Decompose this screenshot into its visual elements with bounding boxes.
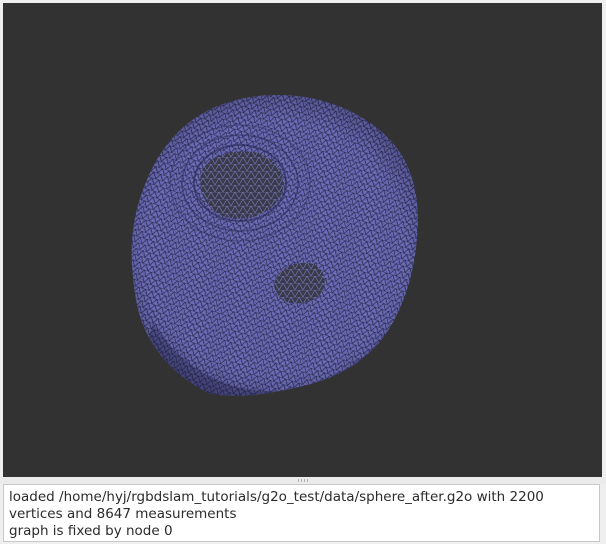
output-log[interactable]: loaded /home/hyj/rgbdslam_tutorials/g2o_… <box>3 484 600 542</box>
splitter-grip-icon <box>298 479 308 482</box>
log-line: loaded /home/hyj/rgbdslam_tutorials/g2o_… <box>9 489 544 522</box>
log-line: graph is fixed by node 0 <box>9 523 173 539</box>
sphere-mesh-render <box>131 95 418 396</box>
splitter-handle[interactable] <box>0 477 606 484</box>
3d-graph-viewport[interactable] <box>3 3 602 477</box>
